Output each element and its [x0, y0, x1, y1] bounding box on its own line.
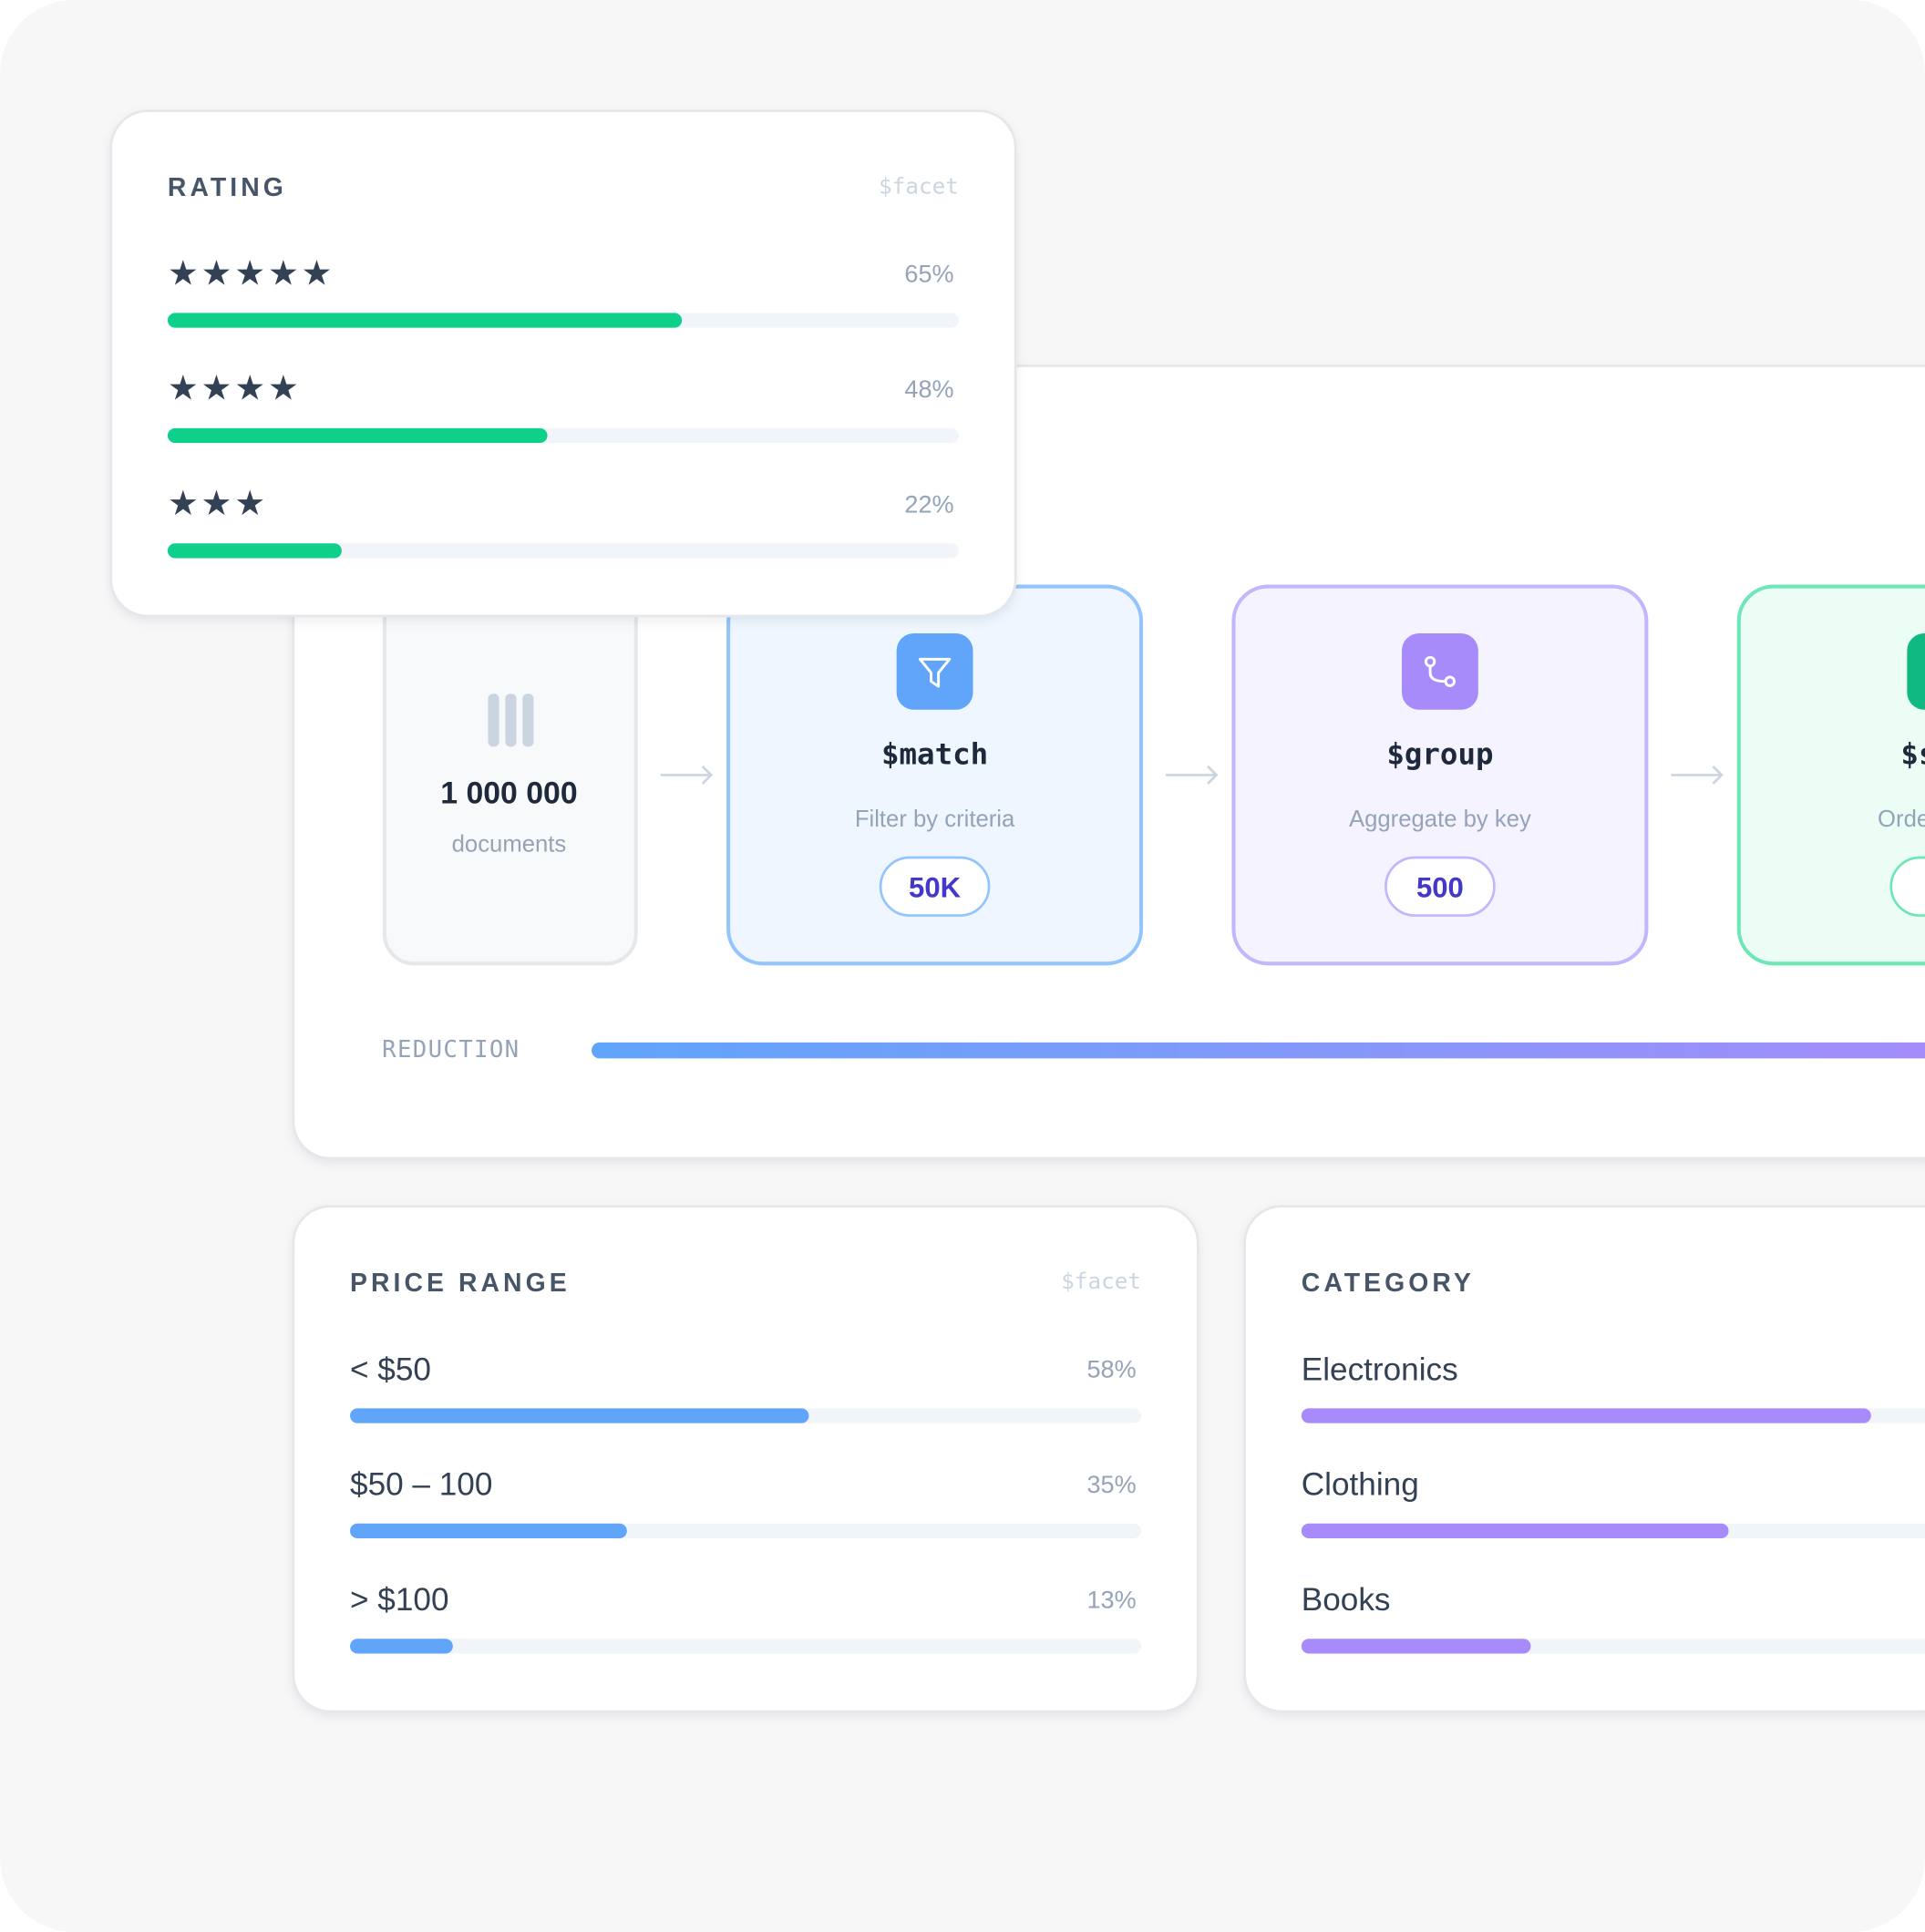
source-count: 1 000 000: [440, 776, 577, 811]
row-label: Books: [1302, 1582, 1391, 1618]
row-percent: 58%: [1087, 1356, 1137, 1383]
branch-icon: [1444, 675, 1456, 687]
category-card: CATEGORY Electronics Clothing Books: [1243, 1205, 1925, 1713]
card-title: PRICE RANGE: [350, 1269, 571, 1298]
stage-box: [1231, 584, 1649, 966]
bar: [1301, 1639, 1531, 1654]
funnel-icon: [918, 657, 952, 688]
branch-icon: [1424, 655, 1436, 668]
card-title: CATEGORY: [1302, 1269, 1475, 1298]
branch-icon: [1428, 666, 1446, 683]
count-pill: [879, 856, 991, 917]
stage-name: $group: [1386, 736, 1493, 771]
row-percent: 65%: [904, 261, 953, 288]
row-label: > $100: [350, 1582, 448, 1618]
stage: $sortOrder results50: [1736, 584, 1925, 966]
bar: [350, 1639, 453, 1654]
stage-description: Aggregate by key: [1349, 807, 1531, 832]
row-percent: 13%: [1087, 1586, 1137, 1613]
card-frame: [292, 1205, 1199, 1713]
bar-track: [350, 1639, 1142, 1654]
stage-count: 500: [1416, 871, 1464, 903]
stage-description: Order results: [1878, 807, 1925, 832]
arrow: [1166, 766, 1219, 785]
reduction-bar: [592, 1042, 1925, 1059]
card-title: RATING: [168, 173, 287, 202]
reduction-label: REDUCTION: [382, 1036, 520, 1064]
source-icon: [488, 694, 534, 747]
facet-tag: $facet: [879, 172, 959, 199]
stage: $match Filter by criteria 50K: [726, 584, 1144, 966]
bar: [350, 1408, 809, 1423]
bar: [167, 427, 548, 444]
count-pill: [1385, 856, 1496, 917]
bar: [167, 543, 342, 559]
card-frame: [1243, 1205, 1925, 1713]
rating-card: RATING $facet ★★★★★ 65% ★★★★ 48% ★★★ 22%: [109, 109, 1017, 618]
price-card: PRICE RANGE $facet < $50 58% $50 – 100 35% > $…: [292, 1205, 1199, 1713]
bar-track: [167, 543, 959, 559]
stage-box: [1736, 584, 1925, 966]
bar: [1301, 1408, 1871, 1423]
stage-icon: [1402, 632, 1478, 710]
bar: [350, 1523, 627, 1539]
row-label: ★★★: [168, 485, 268, 523]
stage-icon: [1907, 632, 1925, 710]
arrow: [1671, 766, 1724, 785]
row-label: ★★★★★: [168, 254, 335, 293]
row-percent: 48%: [904, 375, 953, 403]
row-percent: 22%: [904, 490, 953, 518]
stage-name: $match: [881, 736, 988, 771]
row-label: $50 – 100: [350, 1467, 492, 1503]
row-label: ★★★★: [168, 370, 302, 408]
row-label: Electronics: [1302, 1351, 1458, 1387]
facet-tag: $facet: [1061, 1268, 1141, 1294]
stage-name: $sort: [1900, 736, 1925, 771]
stage: $group Aggregate by key 500: [1231, 584, 1649, 966]
bar: [167, 313, 683, 328]
card-frame: [109, 109, 1017, 618]
stage-icon: [896, 632, 973, 710]
source-unit: documents: [452, 831, 567, 857]
row-percent: 35%: [1087, 1471, 1137, 1498]
bar: [1301, 1523, 1729, 1539]
row-label: < $50: [350, 1351, 431, 1387]
stage-description: Filter by criteria: [855, 807, 1015, 832]
stage-count: 50K: [909, 871, 962, 903]
count-pill: [1889, 856, 1925, 917]
row-label: Clothing: [1302, 1467, 1419, 1503]
arrow: [660, 766, 714, 785]
